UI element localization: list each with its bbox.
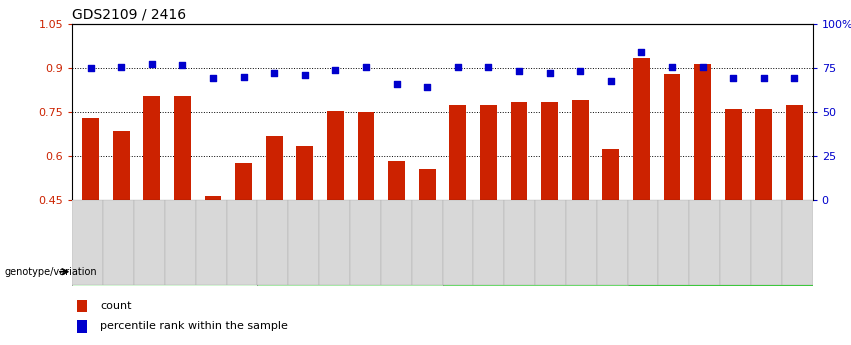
Bar — [72, 257, 257, 286]
Text: stn7 mutant: stn7 mutant — [316, 267, 385, 277]
Bar — [83, 118, 99, 200]
Bar — [296, 146, 313, 200]
Point — [665, 64, 679, 69]
Bar — [350, 200, 380, 285]
Point — [84, 66, 98, 71]
Bar — [77, 299, 87, 312]
Bar — [664, 74, 681, 200]
Bar — [782, 200, 813, 285]
Bar — [720, 200, 751, 285]
Bar — [627, 257, 813, 286]
Bar — [226, 200, 257, 285]
Bar — [235, 164, 252, 200]
Bar — [196, 200, 226, 285]
Bar — [541, 102, 558, 200]
Point — [267, 70, 281, 75]
Point — [512, 68, 526, 74]
Bar — [257, 257, 443, 286]
Point — [757, 76, 770, 81]
Text: stn8 mutant: stn8 mutant — [500, 267, 569, 277]
Bar — [443, 257, 627, 286]
Point — [237, 74, 250, 80]
Bar — [535, 200, 566, 285]
Bar — [473, 200, 504, 285]
Bar — [419, 169, 436, 200]
Point — [604, 79, 618, 84]
Bar — [174, 96, 191, 200]
Bar — [572, 100, 589, 200]
Bar — [144, 96, 160, 200]
Bar — [597, 200, 627, 285]
Bar — [165, 200, 196, 285]
Point — [696, 64, 710, 69]
Point — [390, 81, 403, 87]
Bar — [511, 102, 528, 200]
Point — [115, 64, 129, 69]
Point — [420, 85, 434, 90]
Bar — [566, 200, 597, 285]
Text: stn7stn8 double mutant: stn7stn8 double mutant — [653, 267, 787, 277]
Bar — [480, 105, 497, 200]
Bar — [751, 200, 782, 285]
Bar — [77, 320, 87, 333]
Bar — [319, 200, 350, 285]
Bar — [134, 200, 165, 285]
Text: genotype/variation: genotype/variation — [4, 267, 97, 277]
Point — [727, 76, 740, 81]
Bar — [786, 105, 802, 200]
Text: percentile rank within the sample: percentile rank within the sample — [100, 322, 288, 332]
Bar — [689, 200, 720, 285]
Text: wild type: wild type — [140, 267, 191, 277]
Point — [206, 76, 220, 81]
Bar — [603, 149, 620, 200]
Point — [482, 64, 495, 69]
Point — [298, 73, 311, 78]
Bar — [204, 196, 221, 200]
Bar — [288, 200, 319, 285]
Point — [145, 61, 158, 67]
Bar — [380, 200, 412, 285]
Bar — [756, 109, 772, 200]
Bar — [388, 160, 405, 200]
Bar — [266, 136, 283, 200]
Text: count: count — [100, 301, 132, 311]
Bar — [103, 200, 134, 285]
Point — [787, 76, 801, 81]
Point — [328, 67, 342, 72]
Point — [175, 62, 189, 68]
Bar — [357, 112, 374, 200]
Bar — [504, 200, 535, 285]
Bar — [327, 111, 344, 200]
Bar — [627, 200, 659, 285]
Point — [451, 64, 465, 69]
Text: GDS2109 / 2416: GDS2109 / 2416 — [72, 8, 186, 22]
Bar — [659, 200, 689, 285]
Point — [359, 64, 373, 69]
Bar — [449, 105, 466, 200]
Point — [543, 70, 557, 75]
Point — [635, 49, 648, 55]
Bar — [633, 58, 650, 200]
Bar — [113, 131, 129, 200]
Bar — [72, 200, 103, 285]
Bar — [725, 109, 741, 200]
Bar — [257, 200, 288, 285]
Bar — [694, 64, 711, 200]
Bar — [443, 200, 473, 285]
Bar — [412, 200, 443, 285]
Point — [574, 68, 587, 74]
